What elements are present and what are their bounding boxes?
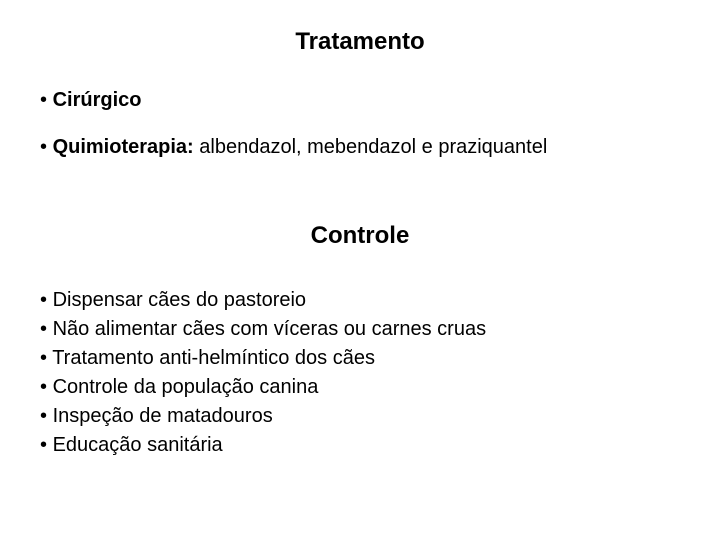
bullet-bold: Quimioterapia: (53, 136, 194, 158)
spacer (40, 115, 680, 133)
bullet-text: Não alimentar cães com víceras ou carnes… (53, 318, 487, 340)
bullet-rest: albendazol, mebendazol e praziquantel (194, 136, 548, 158)
list-item: Quimioterapia: albendazol, mebendazol e … (40, 133, 680, 162)
list-item: Educação sanitária (40, 431, 680, 460)
bullet-text: Educação sanitária (53, 434, 223, 456)
bullet-text: Tratamento anti-helmíntico dos cães (52, 347, 375, 369)
bullet-bold: Cirúrgico (53, 89, 142, 111)
bullet-text: Controle da população canina (53, 376, 319, 398)
list-item: Controle da população canina (40, 373, 680, 402)
list-item: Tratamento anti-helmíntico dos cães (40, 344, 680, 373)
slide: Tratamento Cirúrgico Quimioterapia: albe… (0, 0, 720, 540)
bullet-list-tratamento: Cirúrgico Quimioterapia: albendazol, meb… (40, 86, 680, 162)
list-item: Dispensar cães do pastoreio (40, 286, 680, 315)
list-item: Inspeção de matadouros (40, 402, 680, 431)
list-item: Cirúrgico (40, 86, 680, 115)
list-item: Não alimentar cães com víceras ou carnes… (40, 315, 680, 344)
heading-tratamento: Tratamento (40, 28, 680, 56)
bullet-list-controle: Dispensar cães do pastoreio Não alimenta… (40, 286, 680, 460)
heading-controle: Controle (40, 222, 680, 250)
bullet-text: Dispensar cães do pastoreio (53, 289, 306, 311)
bullet-text: Inspeção de matadouros (53, 405, 273, 427)
